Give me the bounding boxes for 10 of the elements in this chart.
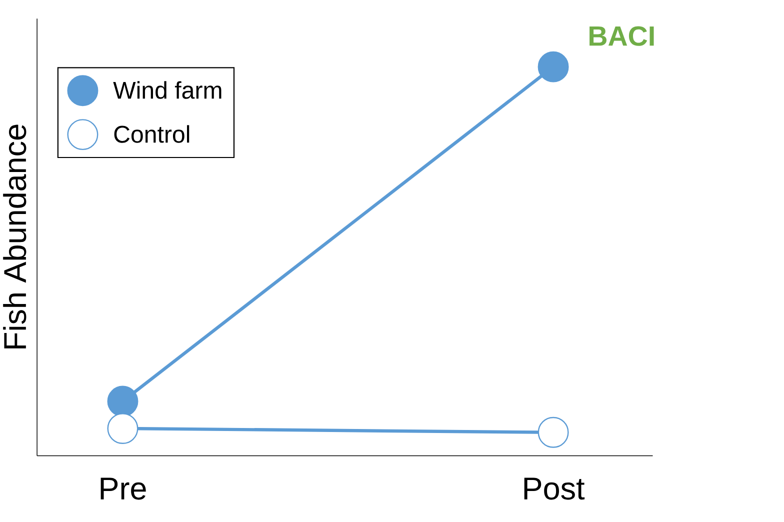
text: BACI	[590, 26, 654, 46]
point	[538, 417, 569, 448]
point	[107, 413, 138, 444]
point	[107, 386, 138, 417]
y-axis-title: Fish Abundance	[3, 124, 26, 349]
x-tick-label: Post	[524, 478, 585, 500]
legend-label: Control	[114, 125, 190, 143]
x-tick-label: Pre	[100, 478, 146, 500]
legend-label: Wind farm	[113, 81, 222, 99]
point	[538, 51, 569, 82]
